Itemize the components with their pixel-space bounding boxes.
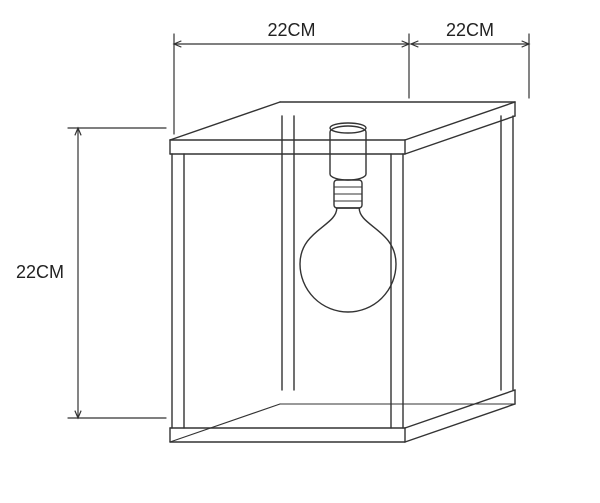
dim-height-label: 22CM [16,262,64,282]
dim-depth-label: 22CM [446,20,494,40]
technical-diagram: 22CM 22CM 22CM [0,0,600,503]
cube-frame [170,102,515,442]
light-bulb [300,123,396,312]
dim-width-label: 22CM [267,20,315,40]
